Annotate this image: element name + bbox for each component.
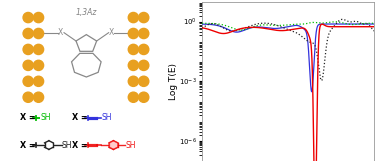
Circle shape xyxy=(139,44,149,55)
Text: X: X xyxy=(109,28,115,37)
Text: SH: SH xyxy=(40,114,51,123)
Circle shape xyxy=(139,76,149,86)
Circle shape xyxy=(33,76,43,86)
Circle shape xyxy=(33,44,43,55)
Circle shape xyxy=(23,76,33,86)
Text: X =: X = xyxy=(20,141,36,150)
Circle shape xyxy=(139,60,149,71)
Circle shape xyxy=(139,12,149,23)
Text: X =: X = xyxy=(72,141,88,150)
Circle shape xyxy=(128,12,138,23)
Circle shape xyxy=(33,28,43,39)
Polygon shape xyxy=(109,141,118,149)
Circle shape xyxy=(128,28,138,39)
Y-axis label: Log T(E): Log T(E) xyxy=(169,63,178,100)
Circle shape xyxy=(23,28,33,39)
Circle shape xyxy=(23,44,33,55)
Circle shape xyxy=(23,12,33,23)
Circle shape xyxy=(23,60,33,71)
Circle shape xyxy=(139,92,149,102)
Circle shape xyxy=(33,60,43,71)
Circle shape xyxy=(128,76,138,86)
Circle shape xyxy=(33,92,43,102)
Text: 1,3Az: 1,3Az xyxy=(76,8,97,17)
Text: X =: X = xyxy=(72,114,88,123)
Circle shape xyxy=(139,28,149,39)
Circle shape xyxy=(23,92,33,102)
Text: SH: SH xyxy=(101,114,112,123)
Text: SH: SH xyxy=(126,141,136,150)
Circle shape xyxy=(128,44,138,55)
Circle shape xyxy=(33,12,43,23)
Text: X: X xyxy=(58,28,64,37)
Circle shape xyxy=(128,92,138,102)
Text: X =: X = xyxy=(20,114,36,123)
Circle shape xyxy=(128,60,138,71)
Text: SH: SH xyxy=(62,141,73,150)
